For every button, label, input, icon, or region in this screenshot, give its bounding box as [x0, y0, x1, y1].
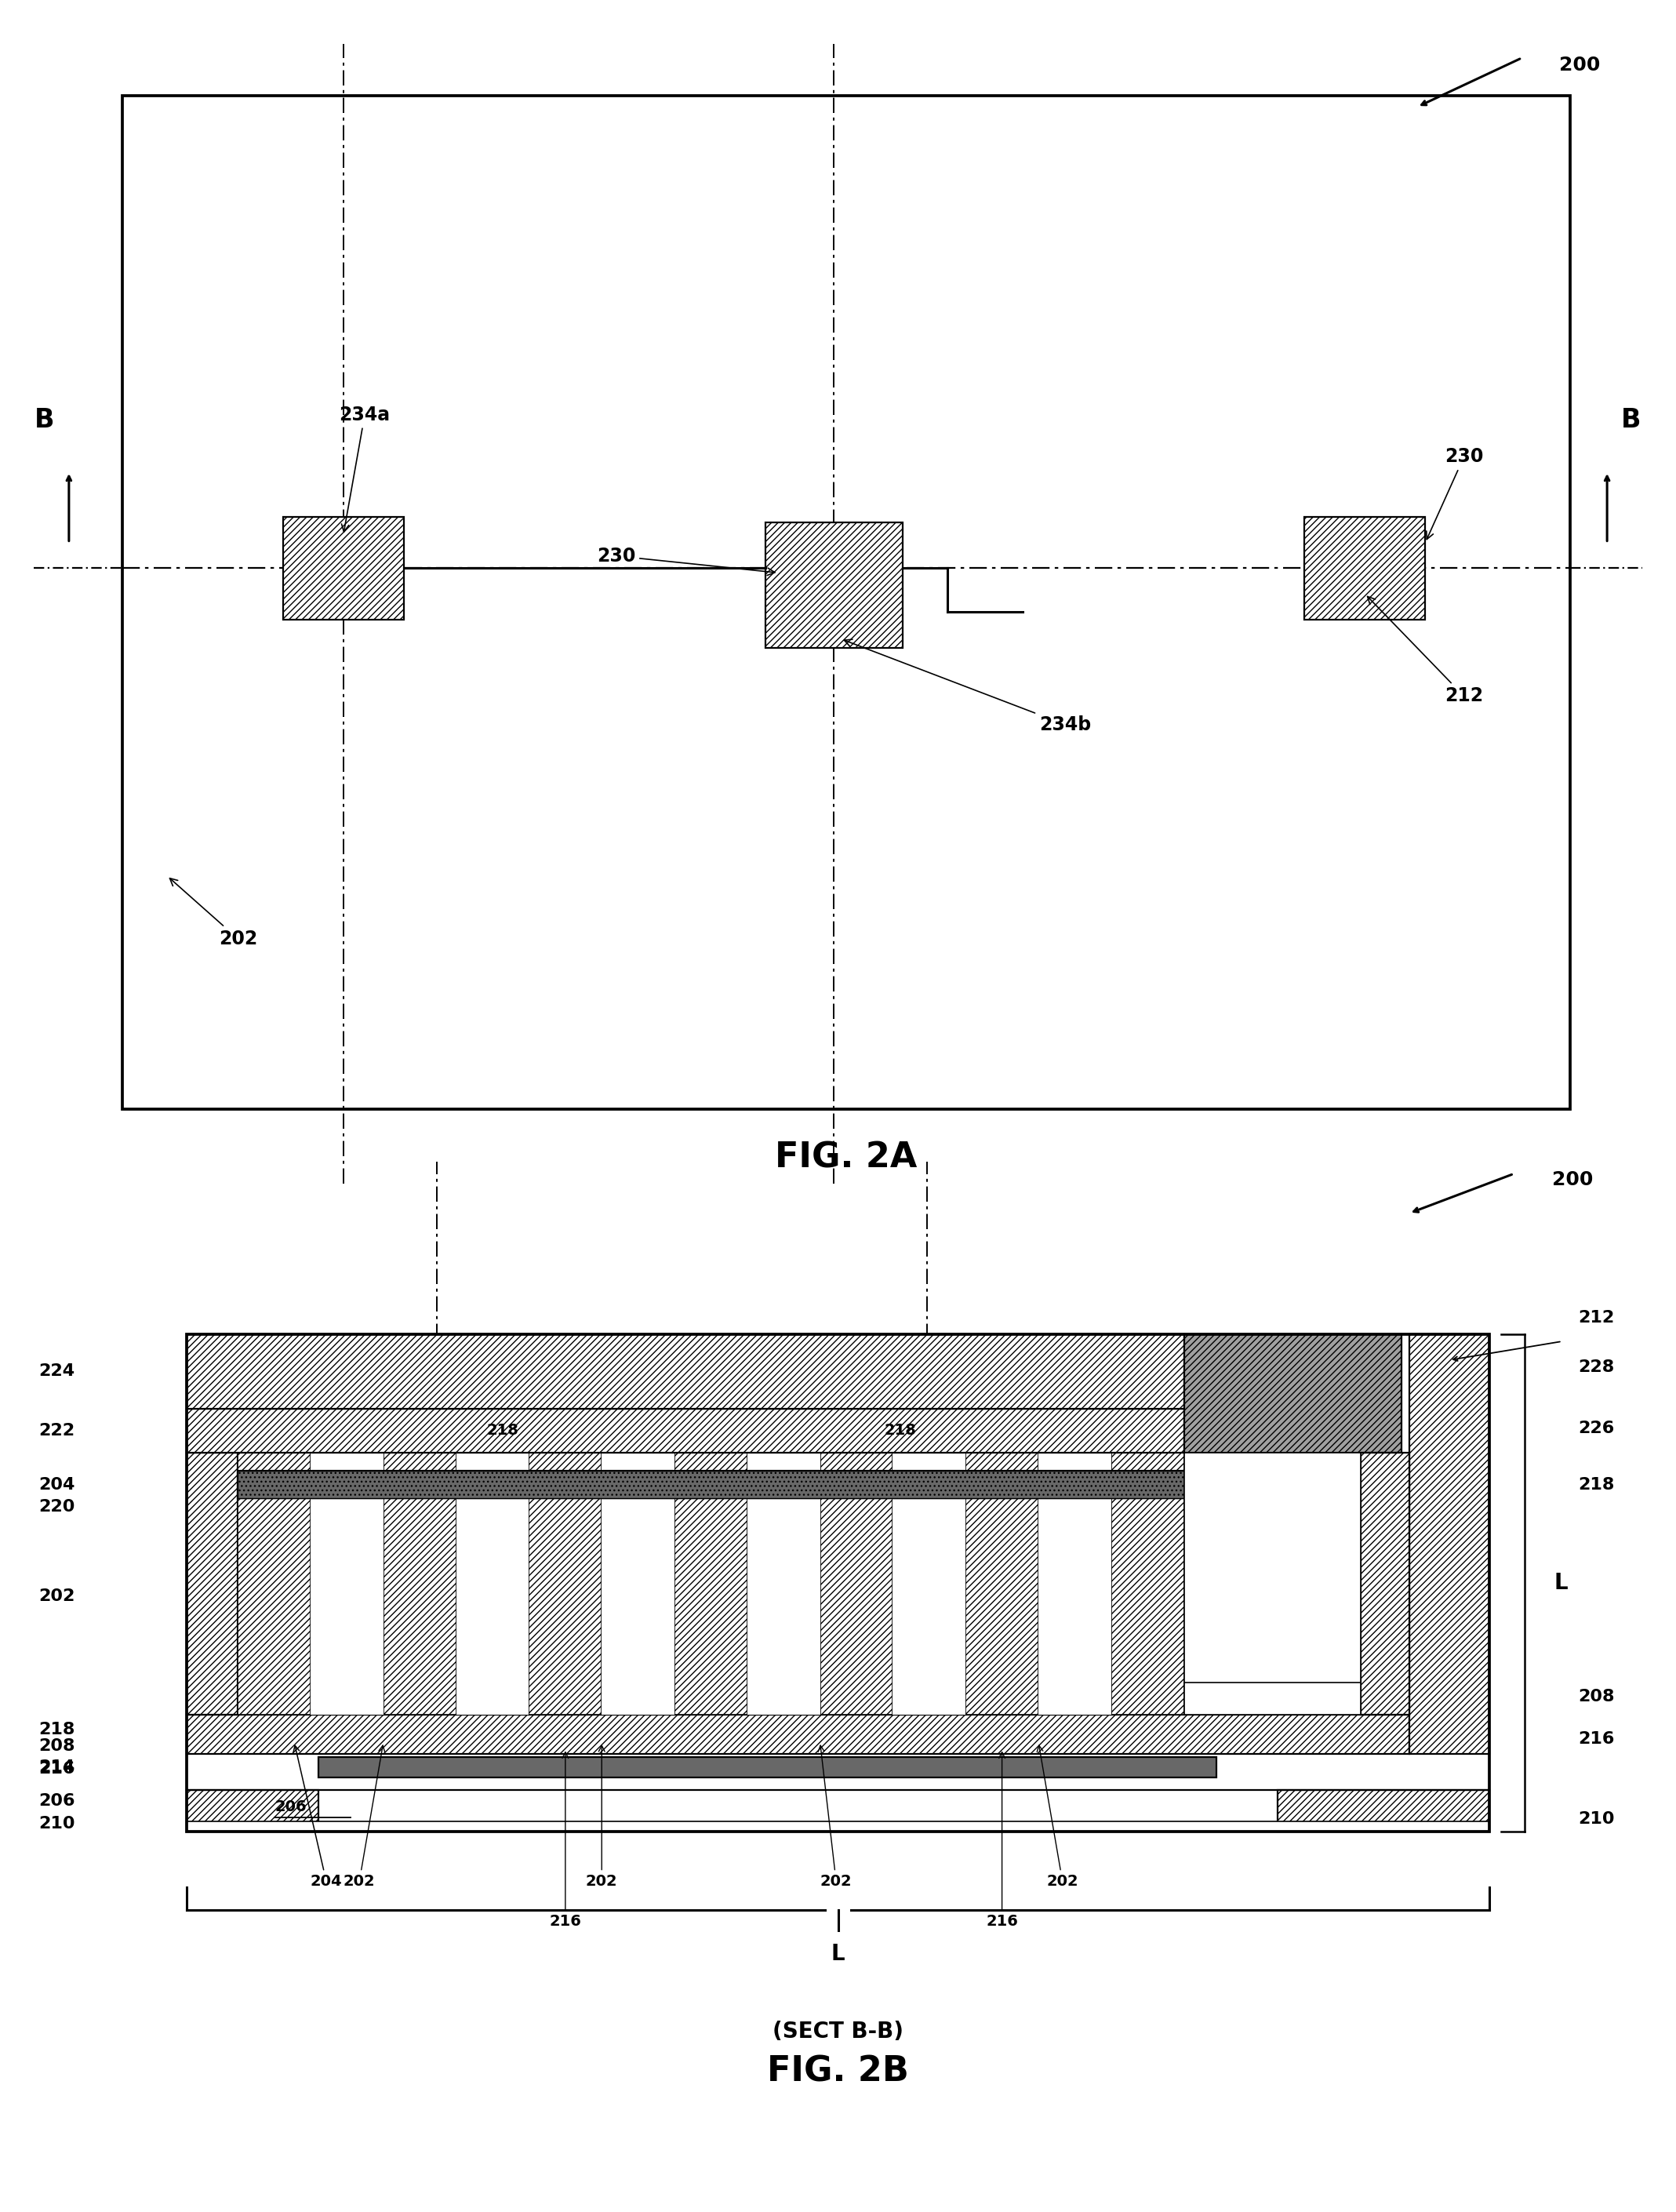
Bar: [674, 1453, 747, 1714]
Bar: [384, 1453, 456, 1714]
Text: 208: 208: [39, 1739, 75, 1754]
Bar: [1361, 1453, 1410, 1714]
Text: 228: 228: [1579, 1360, 1614, 1376]
Bar: [1277, 1790, 1490, 1832]
Text: 208: 208: [1579, 1688, 1614, 1705]
Text: 218: 218: [39, 1721, 75, 1736]
Text: 234b: 234b: [845, 639, 1091, 734]
Text: 202: 202: [818, 1745, 851, 1889]
Text: 210: 210: [39, 1816, 75, 1832]
Bar: [310, 1453, 384, 1714]
Text: 216: 216: [985, 1752, 1017, 1929]
Bar: [1183, 1683, 1361, 1714]
Bar: [456, 1453, 530, 1714]
Text: 230: 230: [1426, 447, 1483, 540]
Text: 218: 218: [883, 1422, 917, 1438]
Text: 226: 226: [1579, 1420, 1614, 1436]
Bar: [238, 1471, 1183, 1498]
Bar: [186, 1334, 1490, 1832]
Text: 206: 206: [39, 1794, 75, 1809]
Text: 200: 200: [1552, 1170, 1594, 1190]
Text: B: B: [35, 407, 55, 434]
Bar: [186, 1714, 1410, 1754]
Bar: [238, 1471, 1183, 1498]
Bar: [747, 1453, 820, 1714]
Text: 210: 210: [1579, 1812, 1614, 1827]
Text: 222: 222: [39, 1422, 74, 1438]
Bar: [122, 95, 1570, 1110]
Text: 212: 212: [1579, 1310, 1614, 1325]
Bar: [766, 522, 902, 648]
Bar: [186, 1790, 318, 1832]
Text: 206: 206: [275, 1801, 307, 1814]
Bar: [1304, 518, 1425, 619]
Text: (SECT B-B): (SECT B-B): [773, 2022, 903, 2044]
Bar: [602, 1453, 674, 1714]
Bar: [530, 1453, 602, 1714]
Text: 218: 218: [1579, 1478, 1614, 1493]
Text: 234a: 234a: [339, 405, 391, 531]
Text: L: L: [831, 1942, 845, 1964]
Text: FIG. 2B: FIG. 2B: [768, 2055, 908, 2088]
Text: FIG. 2A: FIG. 2A: [774, 1141, 917, 1175]
Bar: [965, 1453, 1039, 1714]
Text: L: L: [1554, 1573, 1567, 1595]
Bar: [893, 1453, 965, 1714]
Text: 220: 220: [39, 1498, 75, 1515]
Text: 202: 202: [1037, 1745, 1078, 1889]
Text: 200: 200: [1559, 55, 1601, 75]
Bar: [186, 1409, 1183, 1453]
Text: 212: 212: [1368, 597, 1483, 706]
Text: 204: 204: [39, 1478, 75, 1493]
Bar: [1039, 1453, 1111, 1714]
Bar: [820, 1453, 893, 1714]
Text: 230: 230: [597, 546, 774, 575]
Text: 214: 214: [39, 1759, 75, 1776]
Bar: [1111, 1453, 1183, 1714]
Text: 216: 216: [1579, 1732, 1614, 1747]
Bar: [238, 1453, 310, 1714]
Bar: [1183, 1453, 1361, 1714]
Bar: [186, 1453, 238, 1714]
Bar: [1183, 1334, 1401, 1453]
Bar: [186, 1334, 1183, 1409]
Text: 202: 202: [169, 878, 256, 949]
Bar: [186, 1820, 1490, 1832]
Text: 202: 202: [39, 1588, 75, 1604]
Text: 202: 202: [344, 1745, 385, 1889]
Text: 218: 218: [486, 1422, 520, 1438]
Bar: [1410, 1334, 1490, 1754]
Bar: [283, 518, 404, 619]
Text: 216: 216: [550, 1752, 582, 1929]
Text: 216: 216: [39, 1761, 75, 1776]
Text: 202: 202: [587, 1745, 618, 1889]
Text: B: B: [1621, 407, 1641, 434]
Text: 204: 204: [293, 1745, 342, 1889]
Text: 224: 224: [39, 1363, 74, 1378]
Bar: [318, 1756, 1217, 1778]
